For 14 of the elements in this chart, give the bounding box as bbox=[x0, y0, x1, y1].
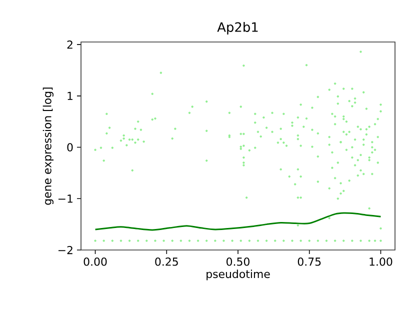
y-tick-label: 1 bbox=[68, 92, 72, 100]
x-tick-label: 0.25 bbox=[155, 258, 178, 266]
x-tick-label: 0.75 bbox=[298, 258, 321, 266]
y-tick-label: −1 bbox=[58, 194, 72, 203]
x-axis-title: pseudotime bbox=[206, 270, 270, 280]
line-series bbox=[94, 212, 382, 231]
x-tick-label: 0.50 bbox=[226, 258, 250, 266]
y-tick-label: 2 bbox=[67, 40, 72, 49]
y-tick-label: −2 bbox=[58, 246, 72, 254]
x-tick-label: 0.00 bbox=[84, 258, 107, 266]
chart-title: Ap2b1 bbox=[217, 22, 258, 34]
y-tick-label: 0 bbox=[67, 143, 73, 152]
x-tick-label: 1.00 bbox=[370, 258, 392, 266]
y-axis-title: gene expression [log] bbox=[42, 88, 54, 205]
